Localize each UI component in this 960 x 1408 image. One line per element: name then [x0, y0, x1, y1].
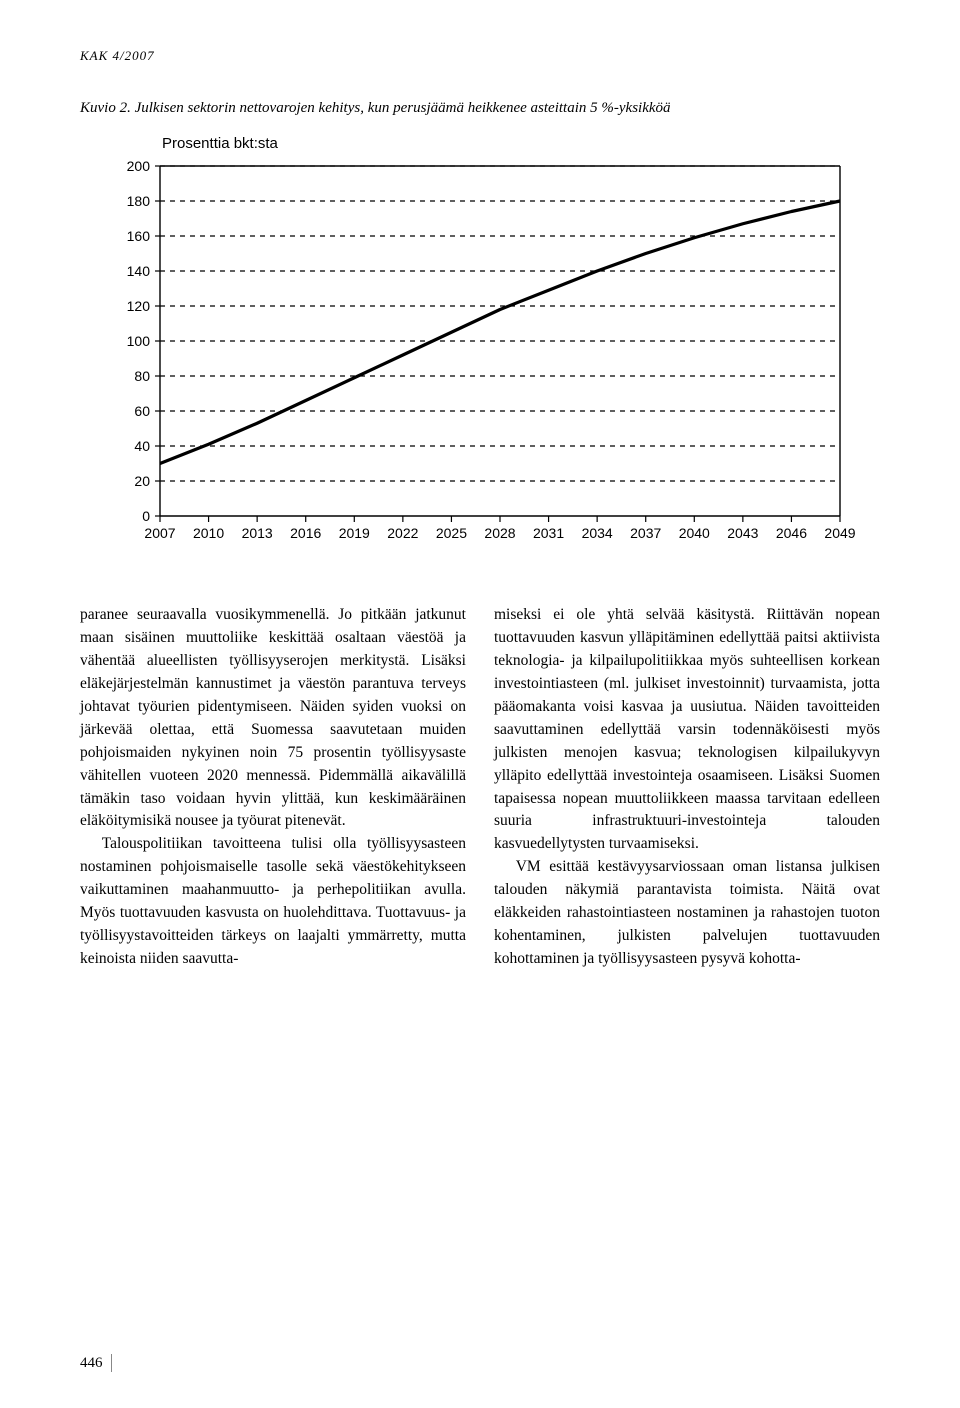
svg-text:120: 120 [127, 298, 151, 314]
svg-text:20: 20 [134, 473, 150, 489]
text-columns: paranee seuraavalla vuosikymmenellä. Jo … [80, 604, 880, 971]
body-paragraph: paranee seuraavalla vuosikymmenellä. Jo … [80, 604, 466, 833]
chart-container: Prosenttia bkt:sta 020406080100120140160… [80, 135, 880, 556]
svg-text:200: 200 [127, 158, 151, 174]
chart-subtitle: Prosenttia bkt:sta [162, 135, 880, 152]
svg-text:2010: 2010 [193, 525, 224, 541]
svg-text:2040: 2040 [679, 525, 710, 541]
svg-text:160: 160 [127, 228, 151, 244]
svg-text:2007: 2007 [144, 525, 175, 541]
svg-text:2031: 2031 [533, 525, 564, 541]
svg-text:0: 0 [142, 508, 150, 524]
chart-svg: 0204060801001201401601802002007201020132… [80, 156, 880, 556]
svg-text:2034: 2034 [582, 525, 613, 541]
left-column: paranee seuraavalla vuosikymmenellä. Jo … [80, 604, 466, 971]
svg-text:60: 60 [134, 403, 150, 419]
right-column: miseksi ei ole yhtä selvää käsitystä. Ri… [494, 604, 880, 971]
svg-text:2025: 2025 [436, 525, 467, 541]
svg-text:100: 100 [127, 333, 151, 349]
body-paragraph: miseksi ei ole yhtä selvää käsitystä. Ri… [494, 604, 880, 856]
svg-text:2049: 2049 [824, 525, 855, 541]
body-paragraph: Talouspolitiikan tavoitteena tulisi olla… [80, 833, 466, 971]
svg-text:2046: 2046 [776, 525, 807, 541]
svg-text:2013: 2013 [242, 525, 273, 541]
svg-text:140: 140 [127, 263, 151, 279]
svg-text:180: 180 [127, 193, 151, 209]
svg-text:2028: 2028 [484, 525, 515, 541]
svg-text:40: 40 [134, 438, 150, 454]
svg-text:2022: 2022 [387, 525, 418, 541]
svg-text:2037: 2037 [630, 525, 661, 541]
figure-caption: Kuvio 2. Julkisen sektorin nettovarojen … [80, 100, 880, 117]
running-header: KAK 4/2007 [80, 48, 880, 64]
svg-text:2043: 2043 [727, 525, 758, 541]
svg-text:2019: 2019 [339, 525, 370, 541]
page-number: 446 [80, 1354, 112, 1372]
svg-text:80: 80 [134, 368, 150, 384]
line-chart: 0204060801001201401601802002007201020132… [80, 156, 880, 556]
svg-text:2016: 2016 [290, 525, 321, 541]
body-paragraph: VM esittää kestävyysarviossaan oman list… [494, 856, 880, 971]
